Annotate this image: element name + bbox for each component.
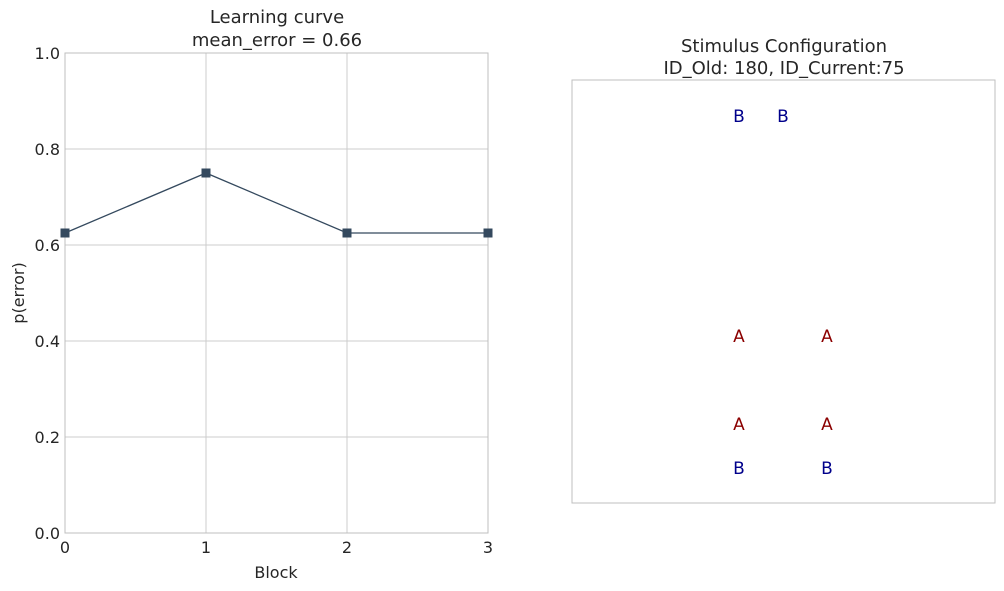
stimulus-label-b: B bbox=[733, 459, 745, 479]
y-tick-label: 0.8 bbox=[35, 140, 60, 159]
stimulus-subtitle: ID_Old: 180, ID_Current:75 bbox=[663, 58, 904, 79]
learning-curve-series bbox=[60, 168, 493, 238]
stimulus-label-a: A bbox=[733, 327, 745, 347]
y-axis-label: p(error) bbox=[9, 262, 28, 323]
x-tick-label: 0 bbox=[60, 538, 70, 557]
y-tick-label: 0.4 bbox=[35, 332, 60, 351]
stimulus-points: B B A A A A B B bbox=[733, 107, 833, 479]
learning-curve-ticks: 0 1 2 3 0.0 0.2 0.4 0.6 0.8 1.0 bbox=[35, 44, 494, 557]
learning-curve-frame bbox=[64, 52, 489, 534]
error-point-marker bbox=[483, 228, 493, 238]
learning-curve-grid bbox=[64, 52, 489, 534]
y-tick-label: 1.0 bbox=[35, 44, 60, 63]
stimulus-label-b: B bbox=[733, 107, 745, 127]
x-tick-label: 1 bbox=[201, 538, 211, 557]
error-point-marker bbox=[60, 228, 70, 238]
y-tick-label: 0.0 bbox=[35, 524, 60, 543]
stimulus-label-b: B bbox=[821, 459, 833, 479]
error-point-marker bbox=[342, 228, 352, 238]
x-tick-label: 3 bbox=[483, 538, 493, 557]
stimulus-title: Stimulus Configuration bbox=[681, 36, 887, 57]
stimulus-frame bbox=[571, 79, 996, 504]
y-tick-label: 0.6 bbox=[35, 236, 60, 255]
learning-curve-panel: Learning curve mean_error = 0.66 0 1 2 3 0.0… bbox=[9, 7, 493, 582]
learning-curve-subtitle: mean_error = 0.66 bbox=[192, 30, 362, 51]
learning-curve-title: Learning curve bbox=[210, 7, 344, 28]
y-tick-label: 0.2 bbox=[35, 428, 60, 447]
stimulus-label-a: A bbox=[733, 415, 745, 435]
error-point-marker bbox=[201, 168, 211, 178]
stimulus-label-a: A bbox=[821, 415, 833, 435]
x-tick-label: 2 bbox=[342, 538, 352, 557]
error-series-line bbox=[64, 172, 488, 234]
stimulus-label-a: A bbox=[821, 327, 833, 347]
x-axis-label: Block bbox=[254, 563, 298, 582]
stimulus-label-b: B bbox=[777, 107, 789, 127]
stimulus-configuration-panel: Stimulus Configuration ID_Old: 180, ID_C… bbox=[571, 36, 996, 504]
